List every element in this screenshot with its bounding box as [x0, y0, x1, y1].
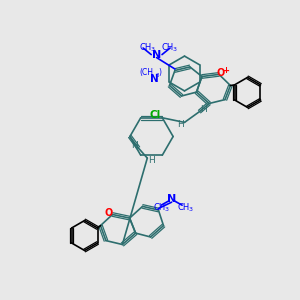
- Text: H: H: [131, 141, 137, 150]
- Text: H: H: [200, 105, 207, 114]
- Text: CH: CH: [154, 202, 166, 211]
- Text: ): ): [158, 68, 161, 77]
- Text: O: O: [217, 68, 225, 78]
- Text: H: H: [177, 120, 184, 129]
- Text: CH: CH: [162, 43, 174, 52]
- Text: N: N: [150, 74, 159, 84]
- Text: N: N: [167, 194, 176, 204]
- Text: Cl: Cl: [149, 110, 160, 120]
- Text: +: +: [222, 66, 229, 75]
- Text: N: N: [152, 50, 161, 60]
- Text: 3: 3: [188, 207, 193, 212]
- Text: 3: 3: [155, 73, 159, 78]
- Text: CH: CH: [140, 43, 152, 52]
- Text: 3: 3: [164, 207, 169, 212]
- Text: O: O: [105, 208, 113, 218]
- Text: (CH: (CH: [139, 68, 153, 77]
- Text: CH: CH: [178, 202, 190, 211]
- Text: H: H: [148, 156, 155, 165]
- Text: 3: 3: [172, 47, 177, 52]
- Text: 3: 3: [150, 47, 154, 52]
